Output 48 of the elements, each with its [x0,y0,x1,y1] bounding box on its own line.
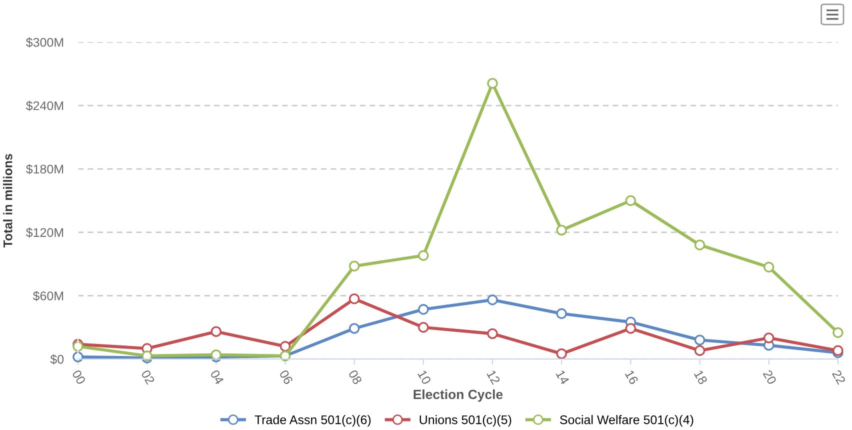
point [418,322,429,333]
point [556,224,567,236]
y-axis-title: Total in millions [3,154,12,248]
point [625,323,636,334]
x-tick-label: 06 [279,369,294,385]
y-tick-label: $120M [26,228,64,238]
point [487,328,498,340]
y-tick-label: $0 [50,354,64,364]
x-tick-label: 08 [348,369,362,385]
point [694,345,706,356]
x-tick-label: 18 [694,370,708,385]
x-tick-label: 22 [832,369,846,385]
x-tick-label: 04 [210,369,224,386]
y-tick-label: $60M [32,290,64,302]
point [625,195,636,206]
point [348,323,360,334]
y-tick-label: $180M [26,164,64,174]
y-tick-label: $300M [26,37,64,48]
point [694,240,706,250]
x-tick-label: 14 [556,370,570,386]
point [210,326,222,337]
point [72,341,84,352]
x-tick-label: 02 [140,369,155,385]
point [832,345,844,356]
point [418,250,429,261]
x-tick-label: 20 [762,369,777,385]
point [832,327,844,338]
x-tick-label: 16 [624,370,639,385]
point [418,304,429,315]
x-tick-label: 00 [72,369,86,385]
point [556,348,567,360]
x-tick-label: 10 [418,370,432,385]
legend-label: Social Welfare 501(c)(4) [560,415,694,427]
point [764,262,774,272]
y-tick-label: $240M [26,100,64,111]
point [348,293,360,304]
x-axis-title: Election Cycle [414,389,503,402]
point [764,332,774,344]
legend-label: Unions 501(c)(5) [420,415,512,427]
point [694,334,706,346]
point [280,341,291,352]
point [556,308,567,319]
legend-label: Trade Assn 501(c)(6) [254,415,371,427]
point [487,78,498,89]
x-tick-label: 12 [486,370,500,385]
point [487,294,498,306]
point [210,349,222,360]
point [348,260,360,272]
